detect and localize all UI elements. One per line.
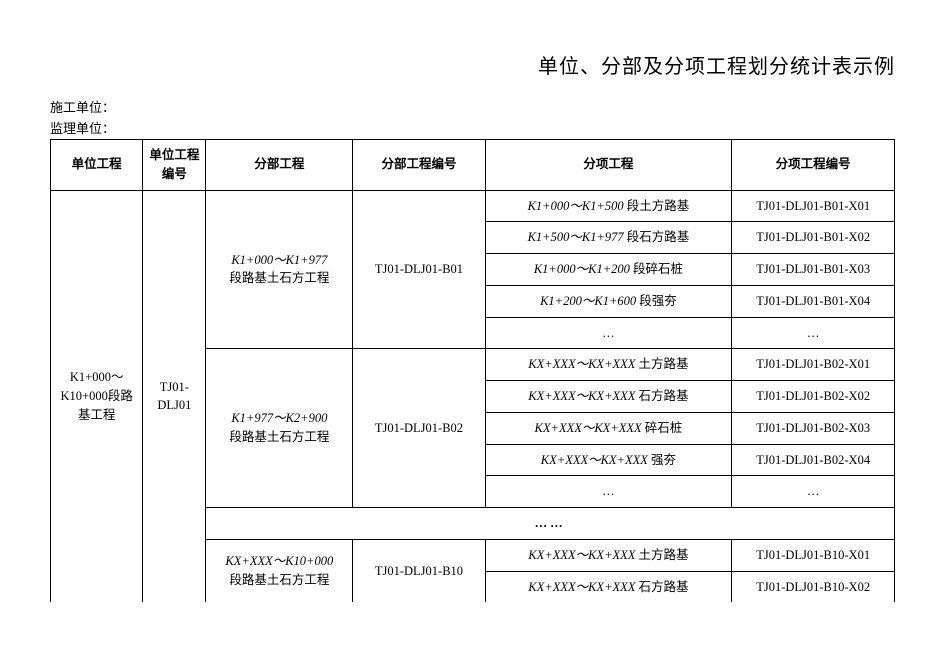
supervision-unit-label: 监理单位： [50, 118, 895, 137]
classification-table: 单位工程 单位工程编号 分部工程 分部工程编号 分项工程 分项工程编号 K1+0… [50, 139, 895, 602]
item-code-cell: TJ01-DLJ01-B10-X01 [732, 539, 895, 571]
table-header-row: 单位工程 单位工程编号 分部工程 分部工程编号 分项工程 分项工程编号 [51, 140, 895, 191]
item-project-cell: KX+XXX～KX+XXX 石方路基 [485, 571, 732, 602]
item-code-cell: TJ01-DLJ01-B02-X02 [732, 381, 895, 413]
item-code-cell: TJ01-DLJ01-B01-X02 [732, 222, 895, 254]
header-item-code: 分项工程编号 [732, 140, 895, 191]
section-range: K1+977～K2+900 [231, 411, 327, 425]
item-code-cell: TJ01-DLJ01-B02-X04 [732, 444, 895, 476]
item-code-cell: TJ01-DLJ01-B01-X04 [732, 285, 895, 317]
item-code-cell: … [732, 476, 895, 508]
item-project-cell: KX+XXX～KX+XXX 碎石桩 [485, 412, 732, 444]
unit-code-l2: DLJ01 [157, 398, 191, 412]
section-desc: 段路基土石方工程 [229, 271, 329, 285]
item-project-cell: K1+000～K1+500 段土方路基 [485, 190, 732, 222]
page-title: 单位、分部及分项工程划分统计表示例 [50, 50, 895, 79]
table-row: K1+000～ K10+000段路 基工程 TJ01- DLJ01 K1+000… [51, 190, 895, 222]
section-project-cell: K1+000～K1+977 段路基土石方工程 [206, 190, 353, 349]
item-project-cell: … [485, 476, 732, 508]
section-desc: 段路基土石方工程 [229, 573, 329, 587]
section-range: K1+000～K1+977 [231, 253, 327, 267]
section-code-cell: TJ01-DLJ01-B01 [353, 190, 485, 349]
item-code-cell: TJ01-DLJ01-B01-X03 [732, 254, 895, 286]
item-code-cell: TJ01-DLJ01-B10-X02 [732, 571, 895, 602]
item-project-cell: K1+200～K1+600 段强夯 [485, 285, 732, 317]
section-code-cell: TJ01-DLJ01-B10 [353, 539, 485, 602]
item-project-cell: … [485, 317, 732, 349]
unit-name-l2: K10+000段路 [61, 389, 133, 403]
section-code-cell: TJ01-DLJ01-B02 [353, 349, 485, 508]
item-project-cell: KX+XXX～KX+XXX 强夯 [485, 444, 732, 476]
item-project-cell: K1+000～K1+200 段碎石桩 [485, 254, 732, 286]
item-code-cell: TJ01-DLJ01-B01-X01 [732, 190, 895, 222]
item-project-cell: KX+XXX～KX+XXX 土方路基 [485, 349, 732, 381]
separator-cell: …… [206, 508, 895, 540]
item-project-cell: KX+XXX～KX+XXX 石方路基 [485, 381, 732, 413]
item-project-cell: KX+XXX～KX+XXX 土方路基 [485, 539, 732, 571]
unit-code-cell: TJ01- DLJ01 [143, 190, 206, 602]
unit-name-l3: 基工程 [78, 408, 116, 422]
unit-code-l1: TJ01- [160, 380, 189, 394]
header-unit-project: 单位工程 [51, 140, 143, 191]
item-code-cell: TJ01-DLJ01-B02-X01 [732, 349, 895, 381]
section-project-cell: KX+XXX～K10+000 段路基土石方工程 [206, 539, 353, 602]
item-code-cell: TJ01-DLJ01-B02-X03 [732, 412, 895, 444]
section-range: KX+XXX～K10+000 [225, 554, 333, 568]
header-section-code: 分部工程编号 [353, 140, 485, 191]
unit-name-l1: K1+000～ [70, 370, 124, 384]
unit-project-cell: K1+000～ K10+000段路 基工程 [51, 190, 143, 602]
item-project-cell: K1+500～K1+977 段石方路基 [485, 222, 732, 254]
header-section-project: 分部工程 [206, 140, 353, 191]
item-code-cell: … [732, 317, 895, 349]
construction-unit-label: 施工单位： [50, 97, 895, 116]
section-project-cell: K1+977～K2+900 段路基土石方工程 [206, 349, 353, 508]
section-desc: 段路基土石方工程 [229, 430, 329, 444]
header-unit-code: 单位工程编号 [143, 140, 206, 191]
header-item-project: 分项工程 [485, 140, 732, 191]
